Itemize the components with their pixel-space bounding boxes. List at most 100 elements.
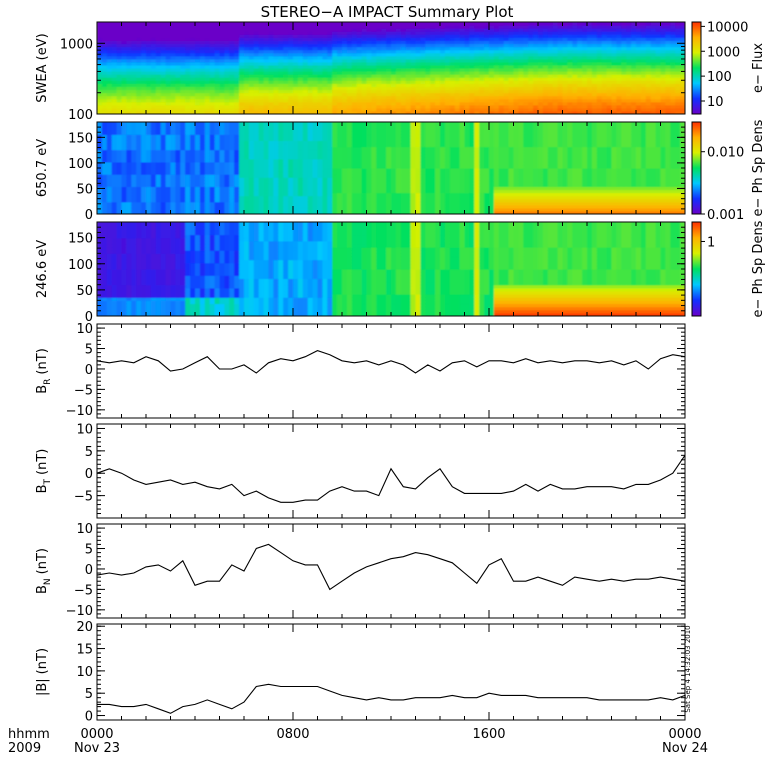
heatmap-cell xyxy=(111,152,118,157)
heatmap-cell xyxy=(493,89,500,94)
heatmap-cell xyxy=(391,77,397,81)
heatmap-cell xyxy=(229,58,235,63)
heatmap-cell xyxy=(405,52,412,57)
heatmap-cell xyxy=(195,95,201,100)
heatmap-cell xyxy=(106,204,113,209)
heatmap-cell xyxy=(381,89,387,94)
heatmap-cell xyxy=(263,34,270,38)
heatmap-cell xyxy=(293,46,299,51)
heatmap-cell xyxy=(204,86,211,91)
heatmap-cell xyxy=(150,31,157,35)
heatmap-cell xyxy=(342,28,348,32)
heatmap-cell xyxy=(258,189,265,194)
heatmap-cell xyxy=(557,110,564,114)
heatmap-cell xyxy=(234,171,240,175)
heatmap-cell xyxy=(101,71,108,75)
heatmap-cell xyxy=(185,189,191,194)
heatmap-cell xyxy=(141,55,147,60)
heatmap-cell xyxy=(626,37,632,41)
heatmap-cell xyxy=(224,71,230,75)
heatmap-cell xyxy=(645,58,652,63)
heatmap-cell xyxy=(146,110,152,114)
heatmap-cell xyxy=(395,107,402,112)
heatmap-cell xyxy=(332,46,338,51)
heatmap-cell xyxy=(386,49,392,54)
heatmap-cell xyxy=(342,104,348,109)
heatmap-cell xyxy=(489,22,495,26)
heatmap-cell xyxy=(263,86,270,91)
heatmap-cell xyxy=(185,210,191,214)
heatmap-cell xyxy=(636,95,642,100)
heatmap-cell xyxy=(214,158,221,163)
heatmap-cell xyxy=(621,25,627,29)
heatmap-cell xyxy=(239,210,245,214)
heatmap-cell xyxy=(474,43,480,48)
heatmap-cell xyxy=(542,95,549,100)
heatmap-cell xyxy=(293,52,299,57)
heatmap-cell xyxy=(239,104,245,109)
heatmap-cell xyxy=(234,177,240,181)
heatmap-cell xyxy=(278,58,284,63)
heatmap-cell xyxy=(258,86,265,91)
heatmap-cell xyxy=(342,31,348,35)
heatmap-cell xyxy=(660,71,666,75)
heatmap-cell xyxy=(146,37,152,41)
heatmap-cell xyxy=(136,146,142,151)
heatmap-cell xyxy=(376,110,382,114)
heatmap-cell xyxy=(533,46,539,51)
heatmap-cell xyxy=(317,43,323,48)
heatmap-cell xyxy=(268,171,274,175)
heatmap-cell xyxy=(111,146,118,151)
heatmap-cell xyxy=(420,89,426,94)
heatmap-cell xyxy=(518,80,524,84)
heatmap-cell xyxy=(263,64,270,69)
heatmap-cell xyxy=(640,104,647,109)
heatmap-cell xyxy=(229,104,235,109)
heatmap-cell xyxy=(552,58,559,63)
heatmap-cell xyxy=(572,61,578,66)
heatmap-cell xyxy=(146,131,152,135)
heatmap-cell xyxy=(146,43,152,48)
heatmap-cell xyxy=(356,71,363,75)
heatmap-cell xyxy=(165,131,172,135)
heatmap-cell xyxy=(542,89,549,94)
heatmap-cell xyxy=(621,40,627,45)
heatmap-cell xyxy=(239,204,245,209)
heatmap-cell xyxy=(195,183,201,187)
heatmap-cell xyxy=(160,40,167,45)
heatmap-cell xyxy=(650,104,657,109)
heatmap-cell xyxy=(538,77,544,81)
heatmap-cell xyxy=(185,125,191,129)
heatmap-cell xyxy=(297,171,304,175)
heatmap-cell xyxy=(533,31,539,35)
heatmap-cell xyxy=(126,204,132,209)
heatmap-cell xyxy=(430,46,436,51)
heatmap-cell xyxy=(611,37,617,41)
heatmap-cell xyxy=(258,210,265,214)
heatmap-cell xyxy=(121,34,127,38)
heatmap-cell xyxy=(258,58,265,63)
heatmap-cell xyxy=(616,92,622,97)
heatmap-cell xyxy=(464,25,470,29)
heatmap-cell xyxy=(185,98,191,103)
heatmap-cell xyxy=(312,55,319,60)
heatmap-cell xyxy=(224,207,230,212)
heatmap-cell xyxy=(395,74,402,78)
heatmap-cell xyxy=(366,83,372,87)
heatmap-cell xyxy=(591,61,598,66)
heatmap-cell xyxy=(288,174,294,178)
heatmap-cell xyxy=(175,95,181,100)
heatmap-cell xyxy=(204,55,211,60)
heatmap-cell xyxy=(346,101,353,106)
heatmap-cell xyxy=(415,98,421,103)
heatmap-cell xyxy=(356,80,363,84)
heatmap-cell xyxy=(557,71,564,75)
heatmap-cell xyxy=(655,98,662,103)
heatmap-cell xyxy=(199,189,206,194)
heatmap-cell xyxy=(302,207,309,212)
heatmap-cell xyxy=(640,40,647,45)
heatmap-cell xyxy=(219,43,225,48)
heatmap-cell xyxy=(165,146,172,151)
heatmap-cell xyxy=(180,207,186,212)
heatmap-cell xyxy=(572,28,578,32)
